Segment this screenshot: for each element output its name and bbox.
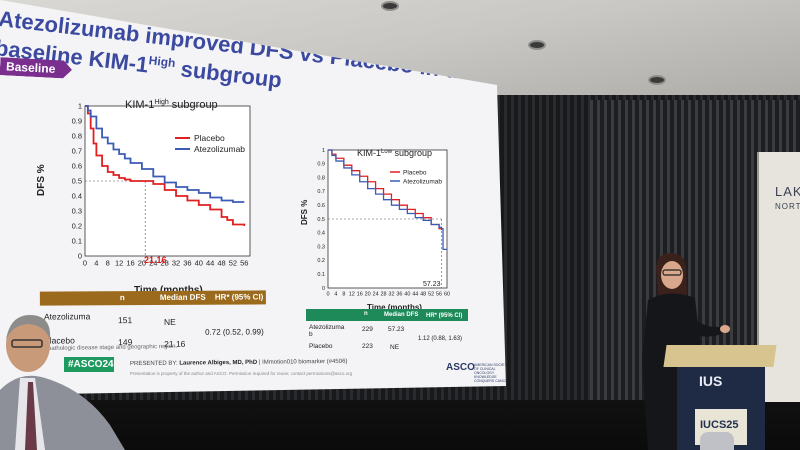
c1-ytick-label: 0.6 [72,162,82,171]
chart2-legend-atezolizumab: Atezolizumab [403,179,442,186]
c1-ytick-label: 0.9 [72,117,82,126]
chart1-legend-placebo: Placebo [194,133,225,143]
table2-median-placebo: NE [390,344,400,351]
c1-xtick-label: 52 [229,259,237,268]
c2-xtick-label: 40 [404,292,410,298]
c2-ytick-label: 0.5 [317,217,325,223]
c2-xtick-label: 4 [334,292,337,298]
c2-plot-area [327,149,448,289]
table2-arm-placebo: Placebo [309,343,333,350]
c1-xtick-label: 48 [217,259,225,268]
table2-header-n: n [364,311,368,317]
c1-xtick-label: 40 [195,259,203,268]
c2-ytick-label: 0.8 [317,175,325,181]
c1-ytick-label: 0 [78,252,82,261]
asco-logo: ASCO [446,362,475,373]
c1-ytick-label: 1 [78,102,82,111]
kim1-low-table: n Median DFS HR* (95% CI) Atezolizuma b … [306,309,468,357]
c1-xtick-label: 32 [172,259,180,268]
chart2-xlabel: Time (months) [367,303,422,312]
c2-xtick-label: 16 [357,292,363,298]
chart2-median-label: 57.23 [423,281,441,288]
asco-hashtag: #ASCO24 [64,357,114,372]
c2-xtick-label: 8 [342,292,345,298]
audience-member [0,315,125,450]
c1-ytick-label: 0.1 [72,237,82,246]
c1-xtick-label: 16 [126,259,134,268]
c2-ytick-label: 0.9 [317,162,325,168]
c1-ytick-label: 0.4 [72,192,82,201]
c1-xtick-label: 44 [206,259,214,268]
c2-xtick-label: 28 [380,292,386,298]
c2-ytick-label: 0.1 [317,272,325,278]
c1-xtick-label: 12 [115,259,123,268]
c1-ytick-label: 0.3 [72,207,82,216]
c2-ytick-label: 0.7 [317,189,325,195]
copyright-text: Presentation is property of the author a… [130,371,353,376]
c2-xtick-label: 60 [444,292,450,298]
c1-series-atezolizumab-line [85,105,245,203]
c2-ytick-label: 0.3 [317,244,325,250]
chart2-ylabel: DFS % [300,200,309,225]
c2-xtick-label: 0 [326,292,329,298]
c2-xtick-label: 52 [428,292,434,298]
c1-xtick-label: 24 [149,259,157,268]
camera [700,432,734,450]
c1-ytick-label: 0.7 [72,147,82,156]
chart2-legend: Placebo Atezolizumab [390,170,442,186]
table2-header-hr: HR* (95% CI) [426,313,463,319]
podium-top [663,345,777,367]
chart1-legend-atezolizumab: Atezolizumab [194,144,245,154]
c2-xtick-label: 20 [365,292,371,298]
c2-xtick-label: 48 [420,292,426,298]
chart1-median-label: 21.16 [144,255,167,265]
c2-ytick-label: 0.6 [317,203,325,209]
c1-xtick-label: 36 [183,259,191,268]
chart1-ylabel: DFS % [36,164,47,196]
table2-median-atezolizumab: 57.23 [388,326,405,333]
c1-xtick-label: 56 [240,259,248,268]
c1-xtick-label: 4 [94,259,98,268]
c1-ytick-label: 0.8 [72,132,82,141]
table2-hr: 1.12 (0.88, 1.63) [418,336,463,342]
c2-series-atezolizumab-line [328,149,447,251]
table2-n-atezolizumab: 229 [362,326,373,333]
ceiling-light [383,3,397,9]
table2-n-placebo: 223 [362,343,373,350]
chart1-title: KIM-1High subgroup [125,99,218,111]
c1-ytick-label: 0.5 [72,177,82,186]
c2-ytick-label: 1 [322,148,325,154]
c2-ytick-label: 0.2 [317,258,325,264]
ceiling-light [530,42,544,48]
c2-xtick-label: 44 [412,292,418,298]
table2-header [306,309,468,321]
ceiling-light [650,77,664,83]
podium-logo: IUS [699,373,723,389]
c1-xtick-label: 20 [138,259,146,268]
c1-ytick-label: 0.2 [72,222,82,231]
asco-logo-tagline: AMERICAN SOCIETY OF CLINICAL ONCOLOGY KN… [474,363,510,383]
c2-xtick-label: 24 [373,292,379,298]
c1-xtick-label: 28 [160,259,168,268]
chart1-legend: Placebo Atezolizumab [175,133,245,154]
c2-ytick-label: 0.4 [317,231,325,237]
c2-xtick-label: 56 [436,292,442,298]
banner-text: LAK [775,184,800,199]
c2-xtick-label: 32 [388,292,394,298]
kim1-low-km-chart: 0 4 8 12 16 20 24 28 32 36 40 44 48 52 56 60 00.10.20.3… [300,148,450,312]
c2-ytick-label: 0 [322,286,325,292]
chart2-title: KIM-1Low subgroup [357,148,432,158]
c1-series-placebo-line [85,105,246,226]
c1-xtick-label: 8 [106,259,110,268]
c2-xtick-label: 12 [349,292,355,298]
banner-subtext: NORT [775,202,800,211]
c2-xtick-label: 36 [396,292,402,298]
table2-header-median: Median DFS [384,312,419,318]
c1-xtick-label: 0 [83,259,87,268]
table2-arm-atezolizumab: Atezolizuma b [309,324,345,338]
chart2-legend-placebo: Placebo [403,170,427,177]
